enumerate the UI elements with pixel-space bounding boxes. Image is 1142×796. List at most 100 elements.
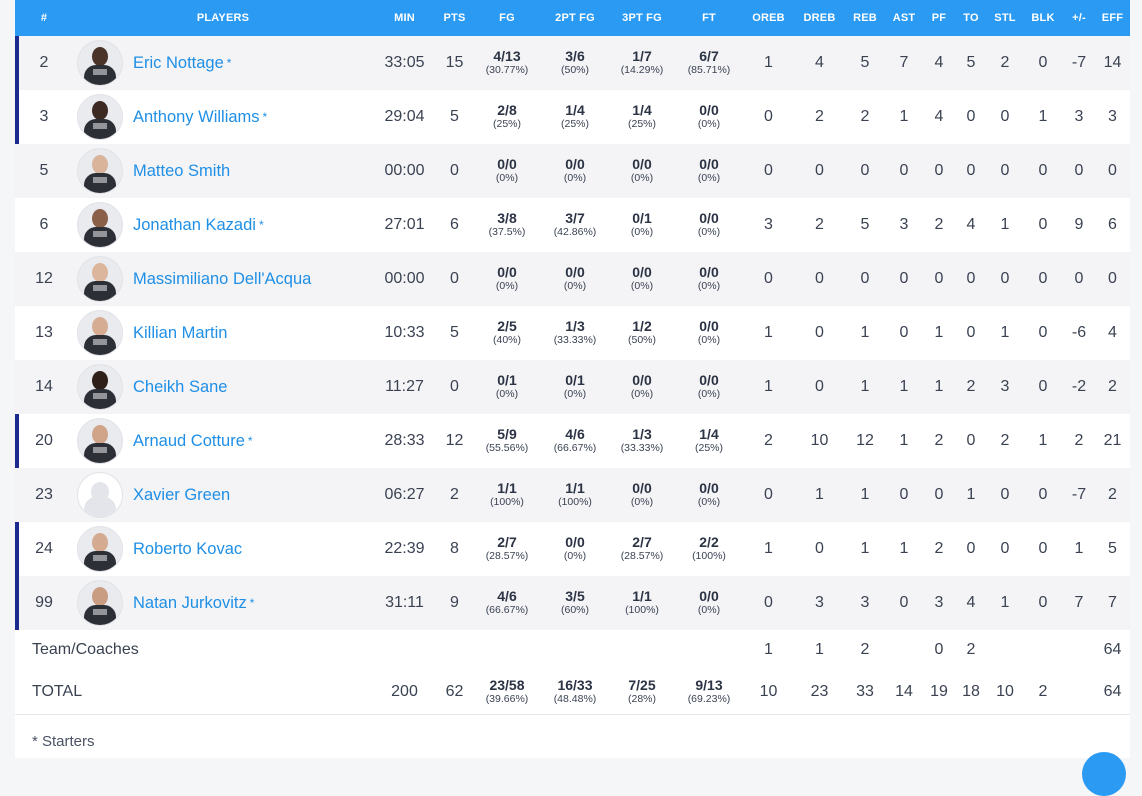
total-eff: 64 [1103,682,1122,700]
player-to: 0 [966,324,976,341]
player-name-link[interactable]: Anthony Williams [133,107,260,126]
player-oreb: 3 [764,216,773,233]
player-ft: 0/0 (0%) [697,264,721,292]
player-dreb: 0 [815,378,824,395]
player-pts: 8 [450,540,459,557]
table-row: 24 Roberto Kovac 22:39 8 2/7 (28.57%) 0/0 (0%) 2… [15,522,1130,576]
starter-marker: * [258,218,264,232]
player-stl: 0 [1000,270,1010,287]
total-to: 18 [962,682,980,700]
player-stl: 2 [1000,54,1010,71]
col-fg: FG [499,12,515,24]
player-pf: 0 [934,486,944,503]
player-pm: -7 [1071,54,1087,71]
total-dreb: 23 [810,682,829,700]
player-number: 14 [35,378,53,395]
col-ast: AST [892,12,916,24]
col-stl: STL [994,12,1016,24]
player-min: 10:33 [384,324,425,341]
player-pf: 3 [934,594,944,611]
player-pf: 4 [934,54,944,71]
team-label: Team/Coaches [32,641,139,658]
player-eff: 2 [1108,378,1117,395]
player-min: 11:27 [385,378,424,395]
player-name-link[interactable]: Xavier Green [133,485,231,504]
player-stl: 1 [1000,324,1010,341]
player-pf: 2 [934,540,944,557]
player-cell: Massimiliano Dell'Acqua [73,252,373,306]
player-blk: 0 [1038,540,1048,557]
starter-marker: * [262,110,268,124]
player-ast: 7 [899,54,909,71]
team-oreb: 1 [764,641,773,658]
player-pts: 2 [450,486,459,503]
player-name-link[interactable]: Arnaud Cotture [133,431,245,450]
table-row: 5 Matteo Smith 00:00 0 0/0 (0%) 0/0 (0%) 0/0 (0%)… [15,144,1130,198]
player-number: 13 [35,324,53,341]
player-3pt-fg: 0/1 (0%) [630,210,654,238]
player-fg: 3/8 (37.5%) [488,210,526,238]
player-reb: 1 [860,324,870,341]
player-2pt-fg: 0/0 (0%) [563,534,587,562]
player-oreb: 0 [764,594,773,611]
avatar [77,364,123,410]
col-num: # [40,12,48,24]
player-name-link[interactable]: Roberto Kovac [133,539,243,558]
player-name-link[interactable]: Jonathan Kazadi [133,215,256,234]
floating-action-button[interactable] [1082,752,1126,796]
player-oreb: 0 [764,270,773,287]
player-reb: 2 [860,108,870,125]
player-eff: 0 [1108,162,1117,179]
player-blk: 0 [1038,216,1048,233]
player-name-link[interactable]: Eric Nottage [133,53,224,72]
total-pts: 62 [445,682,464,700]
player-cell: Roberto Kovac [73,522,373,576]
player-ast: 0 [899,486,909,503]
player-ft: 0/0 (0%) [697,156,721,184]
player-blk: 0 [1038,486,1048,503]
player-number: 3 [15,90,73,144]
player-name-link[interactable]: Massimiliano Dell'Acqua [133,269,312,288]
player-name-link[interactable]: Matteo Smith [133,161,231,180]
player-ft: 0/0 (0%) [697,372,721,400]
team-pf: 0 [934,641,944,658]
player-blk: 1 [1038,108,1048,125]
player-2pt-fg: 1/3 (33.33%) [553,318,597,346]
table-header-row: # PLAYERS MIN PTS FG 2PT FG 3PT FG FT OR… [15,0,1130,36]
player-3pt-fg: 0/0 (0%) [630,480,654,508]
player-name-link[interactable]: Cheikh Sane [133,377,228,396]
player-min: 27:01 [384,216,425,233]
player-cell: Xavier Green [73,468,373,522]
player-name-link[interactable]: Natan Jurkovitz [133,593,247,612]
player-dreb: 4 [815,54,824,71]
player-blk: 0 [1038,162,1048,179]
player-ft: 0/0 (0%) [697,588,721,616]
player-cell: Jonathan Kazadi * [73,198,373,252]
player-ft: 6/7 (85.71%) [687,48,731,76]
avatar [77,418,123,464]
player-eff: 21 [1103,432,1122,449]
player-3pt-fg: 1/3 (33.33%) [620,426,664,454]
player-to: 0 [966,540,976,557]
table-row: 12 Massimiliano Dell'Acqua 00:00 0 0/0 (0%) 0/… [15,252,1130,306]
player-number: 99 [15,576,73,630]
player-reb: 1 [860,378,870,395]
player-to: 1 [966,486,976,503]
table-row: 23 Xavier Green 06:27 2 1/1 (100%) 1/1 (100%) 0/… [15,468,1130,522]
player-pf: 0 [934,270,944,287]
total-row: TOTAL 200 62 23/58 (39.66%) 16/33 (48.48%)… [15,670,1130,714]
player-to: 0 [966,108,976,125]
player-dreb: 10 [810,432,829,449]
player-pf: 4 [934,108,944,125]
player-reb: 3 [860,594,870,611]
total-stl: 10 [996,682,1014,700]
player-to: 0 [966,432,976,449]
player-pm: 1 [1074,540,1084,557]
player-name-link[interactable]: Killian Martin [133,323,228,342]
player-stl: 0 [1000,108,1010,125]
player-2pt-fg: 3/5 (60%) [560,588,589,616]
player-fg: 0/1 (0%) [495,372,519,400]
player-cell: Killian Martin [73,306,373,360]
player-pm: 2 [1074,432,1084,449]
col-ft: FT [702,12,716,24]
